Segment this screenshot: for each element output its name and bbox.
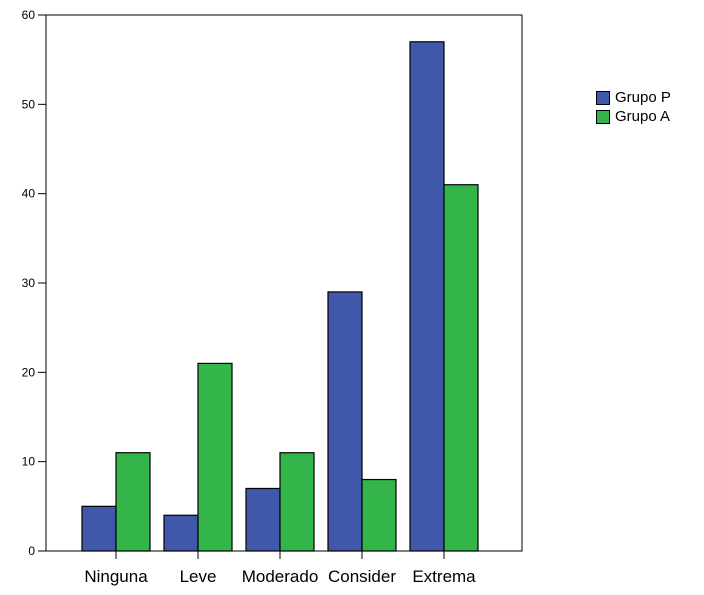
legend-label-grupo-a: Grupo A xyxy=(615,107,671,125)
x-tick-label-leve: Leve xyxy=(180,567,217,586)
x-tick-label-ninguna: Ninguna xyxy=(84,567,148,586)
y-tick-label-30: 30 xyxy=(22,276,36,290)
y-tick-label-50: 50 xyxy=(22,97,36,111)
x-tick-label-extrema: Extrema xyxy=(412,567,476,586)
bar-grupo-a-leve xyxy=(197,362,233,552)
legend-swatch-grupo-p xyxy=(596,90,610,105)
bar-grupo-p-consider xyxy=(327,291,363,552)
legend: Grupo P Grupo A xyxy=(596,88,671,126)
bar-grupo-p-moderado xyxy=(245,487,281,552)
y-tick-label-0: 0 xyxy=(28,544,35,558)
bar-grupo-p-extrema xyxy=(409,41,445,552)
y-tick-label-60: 60 xyxy=(22,8,36,22)
y-tick-label-40: 40 xyxy=(22,187,36,201)
bar-grupo-p-leve xyxy=(163,514,199,552)
legend-item-grupo-p: Grupo P xyxy=(596,88,671,107)
bar-grupo-a-ninguna xyxy=(115,452,151,552)
x-tick-label-consider: Consider xyxy=(328,567,396,586)
legend-label-grupo-p: Grupo P xyxy=(615,88,671,106)
y-tick-label-20: 20 xyxy=(22,365,36,379)
bar-grupo-a-consider xyxy=(361,478,397,552)
y-tick-label-10: 10 xyxy=(22,455,36,469)
x-tick-label-moderado: Moderado xyxy=(242,567,319,586)
bar-grupo-a-moderado xyxy=(279,452,315,552)
legend-swatch-grupo-a xyxy=(596,109,610,124)
bar-grupo-p-ninguna xyxy=(81,505,117,552)
bar-grupo-a-extrema xyxy=(443,184,479,552)
legend-item-grupo-a: Grupo A xyxy=(596,107,671,126)
